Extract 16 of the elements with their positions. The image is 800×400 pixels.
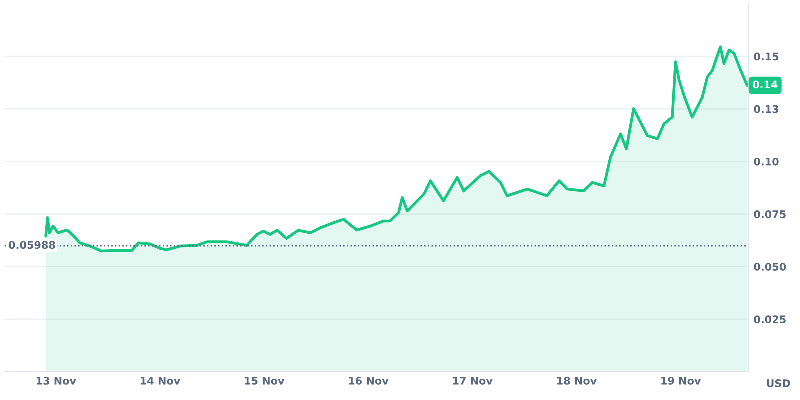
x-tick-label: 14 Nov <box>141 377 180 385</box>
x-tick-label: 13 Nov <box>36 377 76 385</box>
y-tick-label: 0.075 <box>754 210 786 218</box>
x-tick-label: 19 Nov <box>662 377 702 385</box>
y-tick-label: 0.050 <box>754 263 786 271</box>
ref-line-label: 0.05988 <box>9 241 56 250</box>
x-tick-label: 15 Nov <box>245 377 285 385</box>
y-tick-label: 0.10 <box>754 158 779 166</box>
x-tick-label: 18 Nov <box>558 377 597 385</box>
annotation: 0.14 <box>753 80 778 89</box>
y-axis-title: USD <box>767 380 790 388</box>
y-tick-label: 0.15 <box>754 52 779 61</box>
y-tick-label: 0.025 <box>754 316 786 324</box>
y-tick-label: 0.13 <box>754 105 779 114</box>
x-tick-label: 16 Nov <box>349 377 389 385</box>
x-tick-label: 17 Nov <box>453 377 493 385</box>
